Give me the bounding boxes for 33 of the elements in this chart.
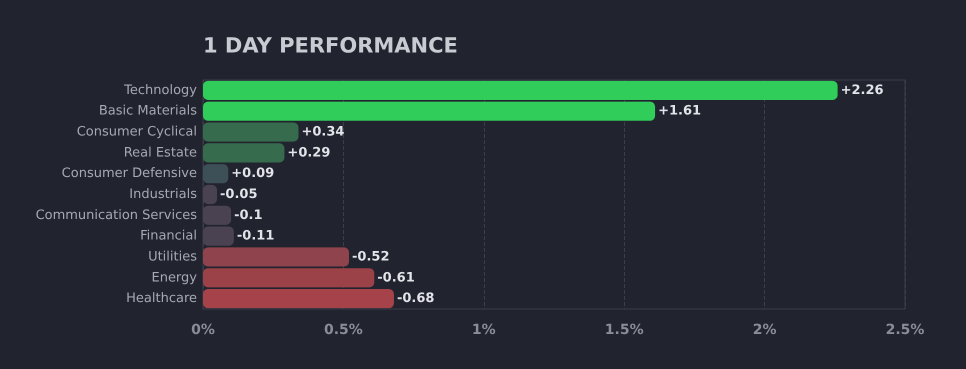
y-tick-label: Healthcare — [126, 291, 197, 306]
data-label: -0.52 — [352, 249, 390, 264]
y-tick-label: Real Estate — [124, 145, 197, 160]
x-tick-label: 1.5% — [604, 322, 644, 338]
x-tick-label: 0% — [191, 322, 215, 338]
bar — [203, 247, 350, 267]
data-label: -0.61 — [377, 270, 415, 286]
x-tick-label: 1% — [472, 322, 496, 338]
y-tick-label: Technology — [123, 82, 198, 98]
y-tick-label: Energy — [151, 270, 198, 286]
bar — [203, 164, 228, 184]
data-label: +1.61 — [658, 104, 702, 119]
y-tick-label: Industrials — [129, 187, 198, 202]
y-tick-label: Consumer Defensive — [62, 166, 197, 182]
data-label: -0.05 — [220, 187, 258, 202]
data-label: +0.29 — [287, 145, 330, 160]
x-tick-label: 0.5% — [324, 322, 363, 338]
bar — [203, 122, 298, 142]
bar — [203, 143, 284, 162]
y-tick-label: Basic Materials — [98, 104, 198, 119]
data-label: +2.26 — [840, 82, 884, 98]
y-tick-label: Communication Services — [36, 208, 198, 223]
y-tick-label: Financial — [140, 228, 197, 244]
x-tick-label: 2% — [752, 322, 776, 338]
data-label: +0.09 — [231, 166, 274, 182]
data-label: -0.68 — [396, 291, 434, 306]
data-label: +0.34 — [301, 124, 344, 140]
x-tick-label: 2.5% — [886, 322, 924, 338]
data-label: -0.1 — [234, 208, 263, 223]
chart-title: 1 DAY PERFORMANCE — [203, 34, 458, 58]
data-label: -0.11 — [236, 228, 274, 244]
y-tick-label: Utilities — [148, 249, 198, 264]
y-tick-label: Consumer Cyclical — [76, 124, 197, 140]
